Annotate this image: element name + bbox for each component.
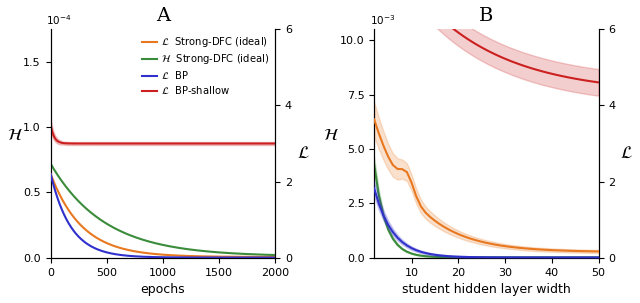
Title: A: A: [156, 7, 170, 25]
Legend: $\mathcal{L}$  Strong-DFC (ideal), $\mathcal{H}$  Strong-DFC (ideal), $\mathcal{: $\mathcal{L}$ Strong-DFC (ideal), $\math…: [138, 31, 273, 100]
X-axis label: epochs: epochs: [141, 283, 185, 296]
X-axis label: student hidden layer width: student hidden layer width: [402, 283, 571, 296]
Y-axis label: $\mathcal{H}$: $\mathcal{H}$: [7, 125, 23, 144]
Y-axis label: $\mathcal{H}$: $\mathcal{H}$: [323, 125, 339, 144]
Title: B: B: [479, 7, 493, 25]
Y-axis label: $\mathcal{L}$: $\mathcal{L}$: [297, 144, 310, 161]
Y-axis label: $\mathcal{L}$: $\mathcal{L}$: [620, 144, 633, 161]
Text: $10^{-3}$: $10^{-3}$: [370, 13, 395, 27]
Text: $10^{-4}$: $10^{-4}$: [46, 13, 72, 27]
